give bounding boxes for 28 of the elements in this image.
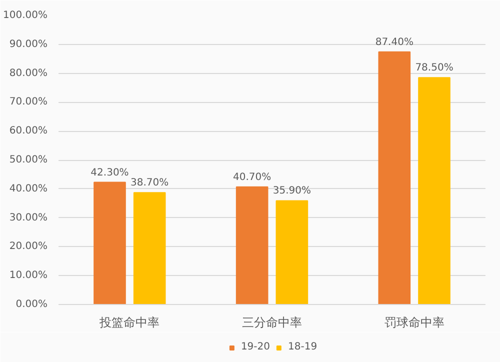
y-tick-label: 50.00% — [9, 154, 48, 166]
bar — [418, 77, 450, 304]
data-label: 42.30% — [90, 167, 129, 178]
y-tick-label: 60.00% — [9, 126, 48, 137]
bar — [94, 182, 126, 304]
data-label: 35.90% — [272, 186, 311, 197]
data-label: 40.70% — [233, 172, 272, 183]
data-label: 78.50% — [415, 62, 454, 74]
bar — [236, 186, 268, 304]
y-tick-label: 0.00% — [16, 299, 48, 310]
bar — [378, 51, 411, 304]
x-tick-label: 罚球命中率 — [384, 316, 444, 330]
y-tick-label: 80.00% — [9, 68, 48, 79]
bar — [276, 200, 308, 304]
x-tick-label: 三分命中率 — [242, 316, 302, 330]
legend-label: 18-19 — [288, 342, 318, 352]
data-label: 87.40% — [375, 36, 414, 48]
data-label: 38.70% — [130, 178, 169, 189]
y-tick-label: 20.00% — [9, 241, 48, 252]
y-tick-label: 90.00% — [9, 38, 48, 50]
y-tick-label: 70.00% — [9, 96, 48, 108]
x-tick-label: 投篮命中率 — [98, 316, 160, 330]
y-tick-label: 100.00% — [3, 10, 48, 21]
bar — [133, 192, 166, 304]
y-tick-label: 10.00% — [9, 270, 48, 282]
y-tick-label: 40.00% — [9, 183, 48, 194]
legend-label: 19-20 — [240, 342, 270, 352]
y-tick-label: 30.00% — [9, 212, 48, 224]
